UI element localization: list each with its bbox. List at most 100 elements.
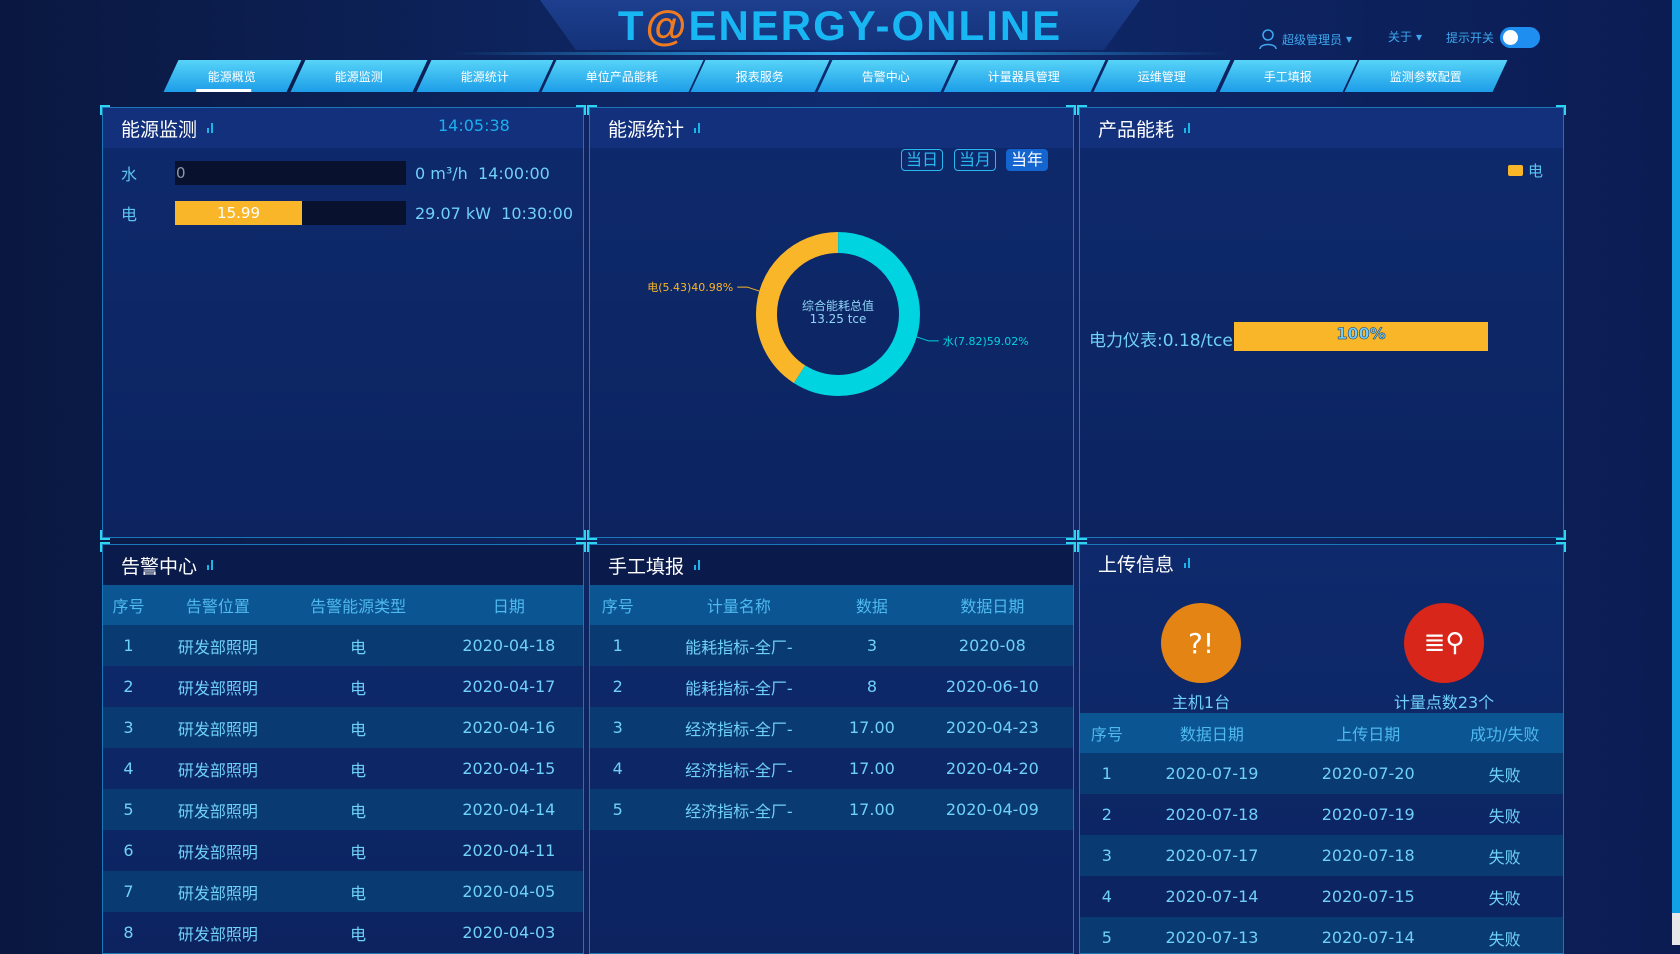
panel-title: 能源统计 bbox=[608, 118, 685, 141]
column-header[interactable]: 告警能源类型 bbox=[281, 585, 435, 625]
table-cell: 经济指标-全厂- bbox=[645, 789, 833, 830]
meter-search-icon[interactable]: ≣⚲ bbox=[1404, 603, 1484, 683]
scrollbar[interactable] bbox=[1672, 0, 1680, 945]
nav-tab-label: 单位产品能耗 bbox=[586, 69, 659, 84]
column-header[interactable]: 数据日期 bbox=[1133, 713, 1291, 753]
legend-swatch bbox=[1508, 165, 1523, 176]
panel-corner bbox=[1066, 542, 1076, 552]
panel-corner bbox=[1556, 105, 1566, 115]
panel-corner bbox=[576, 530, 586, 540]
nav-tab[interactable]: 运维管理 bbox=[1093, 60, 1231, 92]
column-header[interactable]: 数据 bbox=[832, 585, 912, 625]
host-monitor-icon[interactable]: ?! bbox=[1161, 603, 1241, 683]
table-row[interactable]: 4 2020-07-14 2020-07-15 失败 bbox=[1080, 876, 1563, 917]
column-header[interactable]: 上传日期 bbox=[1290, 713, 1447, 753]
table-row[interactable]: 6 研发部照明 电 2020-04-11 bbox=[103, 830, 583, 871]
table-cell: 研发部照明 bbox=[177, 924, 258, 944]
column-header[interactable]: 成功/失败 bbox=[1446, 713, 1563, 753]
scrollbar-thumb[interactable] bbox=[1672, 0, 1680, 913]
table-row[interactable]: 4 经济指标-全厂- 17.00 2020-04-20 bbox=[590, 748, 1073, 789]
tip-switch-toggle[interactable] bbox=[1500, 27, 1540, 48]
table-row[interactable]: 3 经济指标-全厂- 17.00 2020-04-23 bbox=[590, 707, 1073, 748]
nav-tab-label: 监测参数配置 bbox=[1389, 69, 1462, 84]
table-cell: 2020-04-09 bbox=[911, 789, 1073, 830]
table-row[interactable]: 5 研发部照明电 2020-04-14 bbox=[103, 789, 583, 830]
table-header: 序号 数据日期 上传日期 成功/失败 bbox=[1080, 713, 1563, 753]
upload-table: 序号 数据日期 上传日期 成功/失败 1 2020-07-19 2020-07-20 失败 2 2… bbox=[1080, 713, 1563, 953]
table-cell: 7 bbox=[103, 871, 155, 912]
table-cell: 经济指标-全厂- bbox=[645, 707, 833, 748]
donut-slice[interactable] bbox=[756, 232, 920, 396]
table-cell: 17.00 bbox=[849, 759, 895, 778]
nav-tab[interactable]: 报表服务 bbox=[690, 60, 830, 92]
column-header[interactable]: 告警位置 bbox=[154, 585, 282, 625]
period-button[interactable]: 当年 bbox=[1006, 149, 1049, 171]
energy-stats-panel: 能源统计 bbox=[589, 107, 1074, 538]
table-cell: 能耗指标-全厂- bbox=[685, 678, 793, 698]
nav-tab[interactable]: 能源监测 bbox=[290, 60, 428, 92]
table-cell: 5 bbox=[1080, 917, 1134, 953]
nav-tab[interactable]: 能源统计 bbox=[416, 60, 554, 92]
nav-tab[interactable]: 监测参数配置 bbox=[1344, 60, 1508, 92]
period-button[interactable]: 当月 bbox=[954, 149, 997, 171]
table-row[interactable]: 5 2020-07-13 2020-07-14 失败 bbox=[1080, 917, 1563, 953]
table-row[interactable]: 4 研发部照明 电 2020-04-15 bbox=[103, 748, 583, 789]
period-button[interactable]: 当日 bbox=[901, 149, 944, 171]
table-row[interactable]: 3 研发部照明电 2020-04-16 bbox=[103, 707, 583, 748]
nav-tab-label: 报表服务 bbox=[735, 69, 784, 84]
table-cell: 3 bbox=[832, 625, 912, 666]
column-header[interactable]: 日期 bbox=[434, 585, 583, 625]
toggle-knob bbox=[1503, 30, 1518, 45]
table-row[interactable]: 7 研发部照明电 2020-04-05 bbox=[103, 871, 583, 912]
table-row[interactable]: 5 经济指标-全厂- 17.00 2020-04-09 bbox=[590, 789, 1073, 830]
table-cell: 研发部照明 bbox=[177, 842, 258, 862]
caret-down-icon: ▾ bbox=[1416, 29, 1423, 44]
panel-title: 告警中心 bbox=[121, 555, 198, 578]
nav-tab[interactable]: 手工填报 bbox=[1219, 60, 1358, 92]
legend[interactable]: 电 bbox=[1508, 160, 1543, 181]
table-row[interactable]: 2 研发部照明 电 2020-04-17 bbox=[103, 666, 583, 707]
user-menu[interactable]: 超级管理员 ▾ bbox=[1258, 28, 1352, 50]
table-row[interactable]: 2 2020-07-18 2020-07-19 失败 bbox=[1080, 794, 1563, 835]
table-row[interactable]: 1 能耗指标-全厂- 3 2020-08 bbox=[590, 625, 1073, 666]
table-cell: 3 bbox=[103, 707, 155, 748]
panel-corner bbox=[1077, 542, 1087, 552]
slice-leader-line bbox=[916, 336, 939, 342]
table-cell: 2020-07-14 bbox=[1290, 917, 1447, 953]
table-cell: 1 bbox=[103, 625, 155, 666]
column-header[interactable]: 计量名称 bbox=[645, 585, 833, 625]
table-cell: 2020-07-13 bbox=[1133, 917, 1291, 953]
nav-tab[interactable]: 告警中心 bbox=[817, 60, 956, 92]
column-header[interactable]: 序号 bbox=[590, 585, 646, 625]
table-row[interactable]: 1 2020-07-19 2020-07-20 失败 bbox=[1080, 753, 1563, 794]
table-cell: 2020-04-18 bbox=[434, 625, 583, 666]
table-cell: 2020-04-03 bbox=[462, 923, 556, 942]
table-cell: 2020-04-05 bbox=[434, 871, 583, 912]
table-row[interactable]: 8 研发部照明 电 2020-04-03 bbox=[103, 912, 583, 953]
table-cell: 电 bbox=[281, 789, 435, 830]
table-cell: 经济指标-全厂- bbox=[685, 760, 793, 780]
bar-value: 0 bbox=[176, 164, 186, 182]
column-header[interactable]: 序号 bbox=[1080, 713, 1134, 753]
table-cell: 2020-07-20 bbox=[1290, 753, 1447, 794]
table-cell: 电 bbox=[350, 760, 367, 780]
column-header[interactable]: 序号 bbox=[103, 585, 155, 625]
table-row[interactable]: 3 2020-07-17 2020-07-18 失败 bbox=[1080, 835, 1563, 876]
nav-tab[interactable]: 计量器具管理 bbox=[943, 60, 1106, 92]
signal-icon bbox=[207, 123, 214, 133]
header-banner bbox=[540, 0, 1140, 50]
table-row[interactable]: 2 能耗指标-全厂- 8 2020-06-10 bbox=[590, 666, 1073, 707]
panel-corner bbox=[1077, 105, 1087, 115]
nav-tab[interactable]: 能源概览 bbox=[163, 60, 302, 92]
panel-corner bbox=[587, 530, 597, 540]
about-menu[interactable]: 关于 ▾ bbox=[1388, 28, 1422, 45]
table-row[interactable]: 1 研发部照明电 2020-04-18 bbox=[103, 625, 583, 666]
panel-title: 产品能耗 bbox=[1098, 118, 1175, 141]
table-cell: 4 bbox=[612, 759, 623, 778]
table-cell: 研发部照明 bbox=[154, 625, 282, 666]
nav-tab[interactable]: 单位产品能耗 bbox=[541, 60, 704, 92]
donut-slice[interactable] bbox=[756, 232, 920, 396]
column-header[interactable]: 数据日期 bbox=[911, 585, 1073, 625]
table-cell: 电 bbox=[281, 871, 435, 912]
table-cell: 失败 bbox=[1446, 835, 1563, 876]
